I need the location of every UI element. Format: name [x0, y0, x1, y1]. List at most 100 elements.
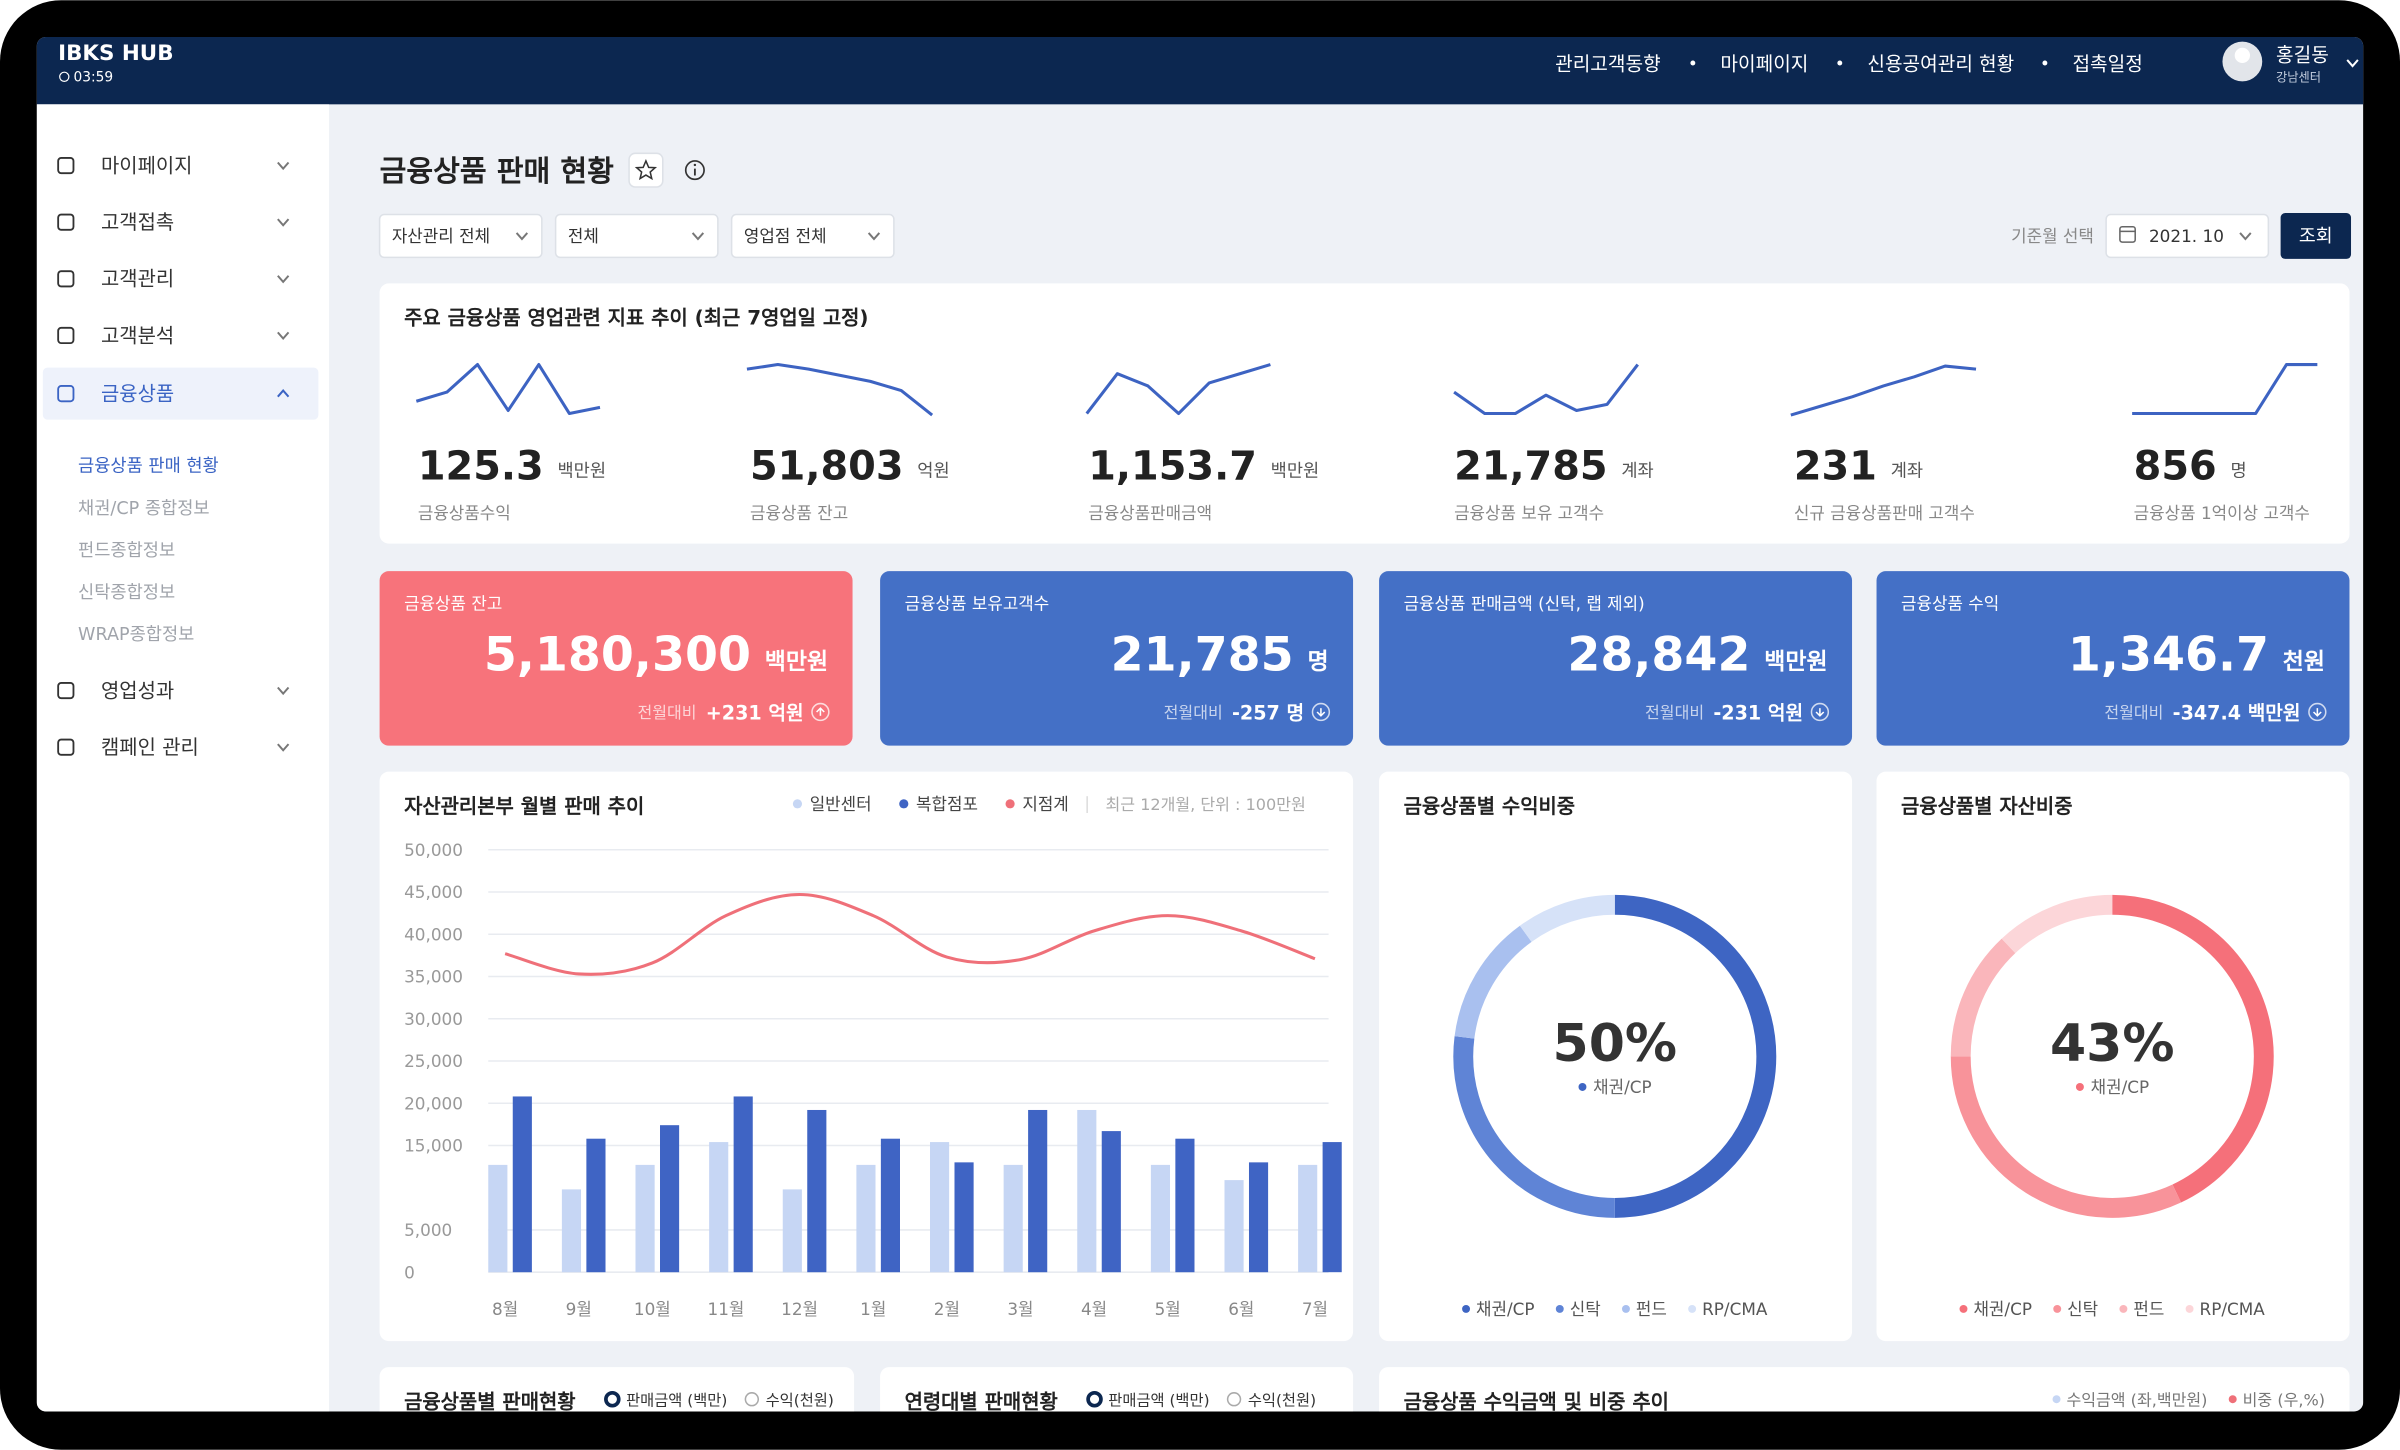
- donut-segment: [1453, 1036, 1615, 1218]
- legend-swatch: [792, 799, 803, 809]
- x-tick-label: 7월: [1302, 1299, 1328, 1319]
- card-title: 금융상품 보유고객수: [905, 593, 1050, 613]
- card-title: 금융상품 판매금액 (신탁, 랩 제외): [1404, 593, 1645, 613]
- radio[interactable]: [1086, 1390, 1103, 1408]
- card-change: -231 억원: [1713, 702, 1803, 725]
- x-tick-label: 6월: [1228, 1299, 1254, 1319]
- y-tick-label: 15,000: [404, 1136, 463, 1156]
- legend-swatch: [1462, 1304, 1471, 1313]
- kpi-unit: 백만원: [557, 461, 606, 481]
- card-unit: 명: [1307, 649, 1328, 675]
- sparkline: [1085, 363, 1271, 416]
- card: [1379, 771, 1853, 1342]
- bar: [733, 1096, 753, 1273]
- menu-item[interactable]: 고객접촉: [101, 211, 174, 234]
- menu-item[interactable]: 고객관리: [101, 268, 174, 291]
- donut-center-swatch: [1578, 1083, 1587, 1091]
- y-tick-label: 50,000: [404, 840, 463, 860]
- radio[interactable]: [1226, 1392, 1242, 1407]
- chart-title: 금융상품별 수익비중: [1404, 795, 1576, 818]
- favorite-button[interactable]: [628, 152, 664, 188]
- kpi-unit: 억원: [917, 461, 949, 481]
- submenu-item[interactable]: 신탁종합정보: [78, 583, 175, 603]
- legend-label: RP/CMA: [1702, 1299, 1768, 1319]
- bar: [1175, 1138, 1195, 1273]
- filter-select[interactable]: [730, 213, 895, 259]
- card-change: -257 명: [1232, 702, 1304, 725]
- card: [379, 283, 2350, 544]
- submenu-item[interactable]: 펀드종합정보: [78, 541, 175, 561]
- date-select[interactable]: [2105, 213, 2270, 259]
- filter-label: 전체: [568, 226, 599, 246]
- nav-item[interactable]: 마이페이지: [1720, 53, 1808, 76]
- card: [379, 571, 853, 746]
- kpi-value: 1,153.7: [1088, 443, 1257, 489]
- kpi-value: 21,785: [1454, 443, 1608, 489]
- menu-item[interactable]: 마이페이지: [101, 154, 192, 177]
- donut-segment: [1614, 894, 1777, 1218]
- radio[interactable]: [604, 1390, 621, 1408]
- card: [1876, 771, 2350, 1342]
- legend-label: 채권/CP: [1476, 1299, 1535, 1319]
- chevron: [691, 232, 705, 241]
- chevron: [277, 331, 290, 341]
- x-tick-label: 5월: [1155, 1299, 1181, 1319]
- legend-label: 신탁: [2067, 1299, 2098, 1319]
- legend-swatch: [2228, 1395, 2237, 1404]
- menu-item[interactable]: 영업성과: [101, 679, 174, 702]
- nav-bullet: [1837, 60, 1843, 66]
- nav-item[interactable]: 신용공여관리 현황: [1867, 53, 2014, 76]
- legend-swatch: [2053, 1304, 2062, 1313]
- kpi-unit: 명: [2230, 461, 2246, 481]
- panel-title: 금융상품별 판매현황: [404, 1390, 576, 1413]
- legend-swatch: [2052, 1395, 2061, 1404]
- radio[interactable]: [744, 1392, 760, 1407]
- line-series: [504, 892, 1316, 976]
- bar: [1298, 1164, 1318, 1273]
- menu-item[interactable]: 고객분석: [101, 324, 174, 347]
- bar: [1028, 1109, 1048, 1273]
- chevron: [277, 686, 290, 696]
- bar: [954, 1162, 974, 1273]
- y-tick-label: 20,000: [404, 1093, 463, 1113]
- chevron: [277, 743, 290, 752]
- chevron: [2239, 232, 2252, 241]
- submenu-item[interactable]: 금융상품 판매 현황: [78, 457, 219, 477]
- bar: [488, 1164, 508, 1273]
- legend-swatch: [1959, 1304, 1968, 1313]
- kpi-unit: 계좌: [1891, 461, 1923, 481]
- submenu-item[interactable]: WRAP종합정보: [78, 625, 194, 645]
- chevron: [277, 161, 290, 171]
- filter-select[interactable]: [554, 213, 719, 259]
- chevron: [867, 232, 881, 241]
- sparkline: [2132, 363, 2318, 416]
- legend-swatch: [899, 799, 909, 809]
- filter-select[interactable]: [378, 213, 543, 259]
- bar: [709, 1142, 729, 1273]
- nav-item[interactable]: 접촉일정: [2072, 53, 2142, 76]
- user-branch: 강남센터: [2276, 70, 2321, 84]
- filter-label: 영업점 전체: [744, 226, 827, 246]
- y-tick-label: 45,000: [404, 882, 463, 902]
- card-unit: 백만원: [765, 649, 828, 675]
- donut-segment: [2112, 894, 2274, 1203]
- legend-label: 지점계: [1022, 794, 1068, 814]
- date-value: 2021. 10: [2149, 226, 2224, 246]
- legend-label: RP/CMA: [2200, 1299, 2266, 1319]
- card-compare-label: 전월대비: [637, 703, 696, 722]
- kpi-unit: 계좌: [1621, 461, 1653, 481]
- kpi-value: 856: [2134, 443, 2217, 489]
- menu-item[interactable]: 캠페인 관리: [101, 736, 199, 759]
- panel-title: 금융상품 수익금액 및 비중 추이: [1404, 1390, 1669, 1413]
- search-button[interactable]: [2280, 213, 2352, 259]
- nav-item[interactable]: 관리고객동향: [1555, 53, 1661, 76]
- y-tick-label: 25,000: [404, 1051, 463, 1071]
- menu-item[interactable]: 금융상품: [101, 383, 174, 406]
- sidebar: [36, 104, 330, 1412]
- info-icon[interactable]: [684, 160, 705, 181]
- submenu-item[interactable]: 채권/CP 종합정보: [78, 499, 210, 519]
- panel-title: 연령대별 판매현황: [905, 1390, 1058, 1413]
- card-value: 5,180,300: [484, 628, 751, 683]
- menu-icon: [57, 213, 75, 231]
